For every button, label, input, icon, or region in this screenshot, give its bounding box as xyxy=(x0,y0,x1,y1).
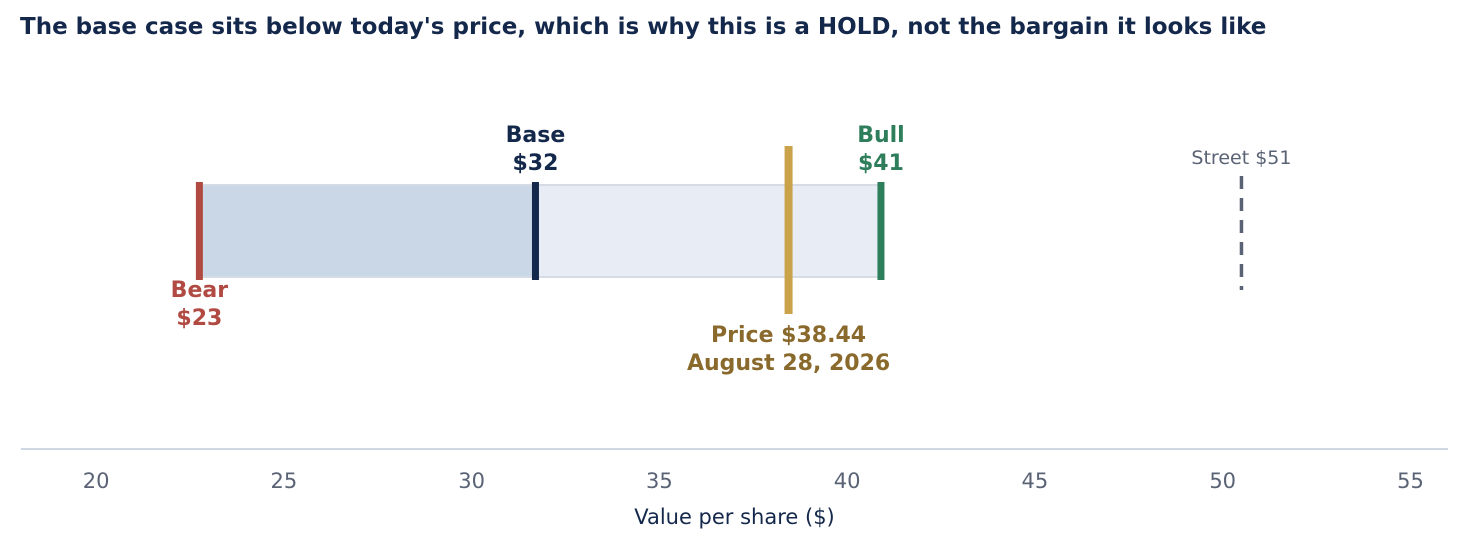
street-label: Street $51 xyxy=(1191,147,1291,169)
bull-label-value: $41 xyxy=(858,151,904,176)
price-label: Price $38.44 xyxy=(711,323,866,348)
bear-label-name: Bear xyxy=(171,278,229,303)
base-label-name: Base xyxy=(506,123,566,148)
chart-title: The base case sits below today's price, … xyxy=(20,14,1267,40)
x-tick-label: 20 xyxy=(83,469,110,493)
x-tick-label: 55 xyxy=(1397,469,1424,493)
x-axis-label: Value per share ($) xyxy=(634,505,835,529)
bull-label-name: Bull xyxy=(857,123,905,148)
x-tick-label: 30 xyxy=(458,469,485,493)
base-label-value: $32 xyxy=(513,151,559,176)
bear-label-value: $23 xyxy=(176,306,222,331)
range-bar-bear-to-base xyxy=(199,186,536,276)
x-tick-label: 25 xyxy=(271,469,298,493)
x-tick-label: 50 xyxy=(1209,469,1236,493)
x-tick-label: 40 xyxy=(834,469,861,493)
price-date-label: August 28, 2026 xyxy=(687,351,890,376)
x-tick-label: 35 xyxy=(646,469,673,493)
x-tick-label: 45 xyxy=(1022,469,1049,493)
